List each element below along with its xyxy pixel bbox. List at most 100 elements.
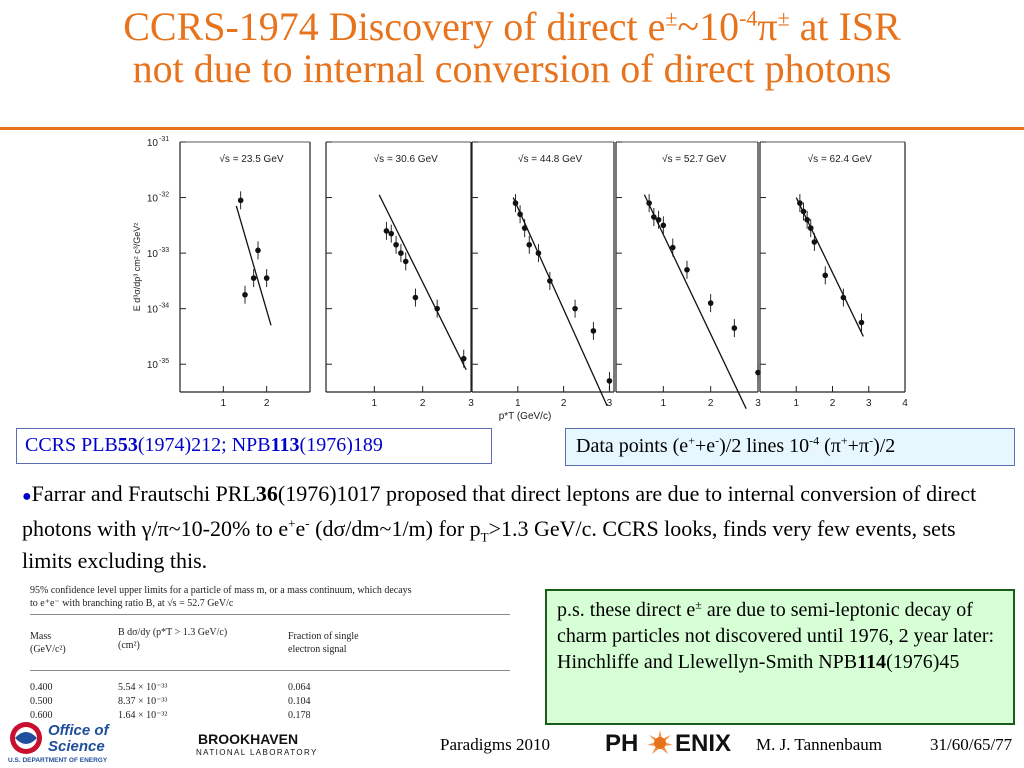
panel-title: √s = 44.8 GeV [518,153,582,165]
table-rule [30,670,510,671]
table-cell: 5.54 × 10⁻³³ [118,682,168,693]
y-tick-exponent: -33 [159,247,169,254]
table-header-mass: Mass (GeV/c²) [30,631,66,655]
table-header-limit: B dσ/dy (p*T > 1.3 GeV/c) (cm²) [118,627,228,651]
data-point [651,214,657,220]
svg-text:NATIONAL LABORATORY: NATIONAL LABORATORY [196,748,318,757]
x-tick-label: 4 [902,398,908,409]
data-point [804,216,810,223]
data-point [858,319,865,326]
y-tick-exponent: -35 [159,358,169,365]
data-point [521,225,528,231]
table-cell: 0.064 [288,682,311,693]
x-tick-label: 2 [264,398,270,409]
data-point [684,266,690,273]
svg-text:BROOKHAVEN: BROOKHAVEN [198,731,298,747]
data-point [731,325,738,331]
data-point [517,211,523,218]
data-legend-box: Data points (e++e-)/2 lines 10-4 (π++π-)… [565,428,1015,466]
footer-conference: Paradigms 2010 [440,735,551,754]
data-point [660,222,667,229]
x-tick-label: 3 [866,398,872,409]
data-point [237,197,244,204]
data-point [572,305,578,312]
data-point [547,278,553,284]
data-point [242,291,248,298]
x-tick-label: 2 [420,398,426,409]
data-point [388,230,395,237]
table-cell: 0.600 [30,710,53,721]
data-point [840,294,847,301]
data-point [412,294,419,301]
data-point [590,328,597,334]
table-caption: 95% confidence level upper limits for a … [30,585,412,609]
y-tick-exponent: -31 [159,136,169,143]
x-tick-label: 1 [515,398,521,409]
footer-page-number: 31/60/65/77 [930,735,1013,754]
data-point [670,244,676,251]
x-tick-label: 3 [607,398,613,409]
y-tick-exponent: -32 [159,192,169,199]
data-point [797,200,803,206]
data-point [250,275,257,281]
x-axis-label: p*T (GeV/c) [499,411,552,422]
data-point [811,239,818,245]
x-tick-label: 1 [221,398,227,409]
panel-title: √s = 30.6 GeV [374,153,438,165]
x-tick-label: 1 [661,398,667,409]
data-point [263,275,270,281]
panel-title: √s = 23.5 GeV [219,153,283,165]
data-point [535,250,542,256]
data-point [526,241,533,248]
table-cell: 0.178 [288,710,311,721]
y-tick-label: 10 [147,249,159,260]
x-tick-label: 1 [793,398,799,409]
x-tick-label: 3 [755,398,761,409]
data-point [460,355,467,362]
y-tick-label: 10 [147,194,159,205]
phenix-logo: PH ENIX [605,730,731,757]
brookhaven-logo: BROOKHAVEN NATIONAL LABORATORY [196,731,318,757]
table-header-fraction: Fraction of single electron signal [288,631,359,655]
data-point [512,200,519,206]
table-cell: 0.104 [288,696,311,707]
data-point [655,216,662,223]
fit-line [643,194,747,409]
body-paragraph: ●Farrar and Frautschi PRL36(1976)1017 pr… [22,481,977,573]
svg-text:Science: Science [48,738,105,755]
fit-line [512,197,608,407]
panel-title: √s = 62.4 GeV [808,153,872,165]
svg-text:U.S. DEPARTMENT OF ENERGY: U.S. DEPARTMENT OF ENERGY [8,757,108,764]
fit-line [235,205,272,326]
footer-author: M. J. Tannenbaum [756,735,882,754]
data-point [800,208,807,215]
slide-title: CCRS-1974 Discovery of direct e±~10-4π± … [0,6,1024,90]
ccrs-plots: 1 2 √s = 23.5 GeV 1 2 3 √s = 30.6 GeV 1 2 3 √s = 4… [132,136,908,422]
data-point [402,258,409,265]
y-tick-label: 10 [147,360,159,371]
x-tick-label: 1 [372,398,378,409]
data-point [822,272,829,279]
svg-text:Office of: Office of [48,722,111,739]
fit-line [378,194,467,371]
table-rule [30,614,510,615]
data-point [707,300,714,306]
title-line-2: not due to internal conversion of direct… [132,46,892,91]
y-tick-label: 10 [147,305,159,316]
title-line-1: CCRS-1974 Discovery of direct e±~10-4π± … [123,4,901,49]
data-point [807,225,814,231]
data-point [383,228,390,234]
data-point [398,250,404,256]
y-tick-label: 10 [147,138,159,149]
table-cell: 8.37 × 10⁻³³ [118,696,168,707]
x-tick-label: 2 [561,398,567,409]
data-point [255,247,261,254]
bullet-icon: ● [22,488,32,505]
data-point [393,241,399,248]
svg-text:PH: PH [605,730,638,757]
office-of-science-logo: Office of Science U.S. DEPARTMENT OF ENE… [8,722,111,764]
phenix-star-icon [647,730,673,754]
title-divider [0,127,1024,130]
svg-text:ENIX: ENIX [675,730,731,757]
y-tick-exponent: -34 [159,303,169,310]
